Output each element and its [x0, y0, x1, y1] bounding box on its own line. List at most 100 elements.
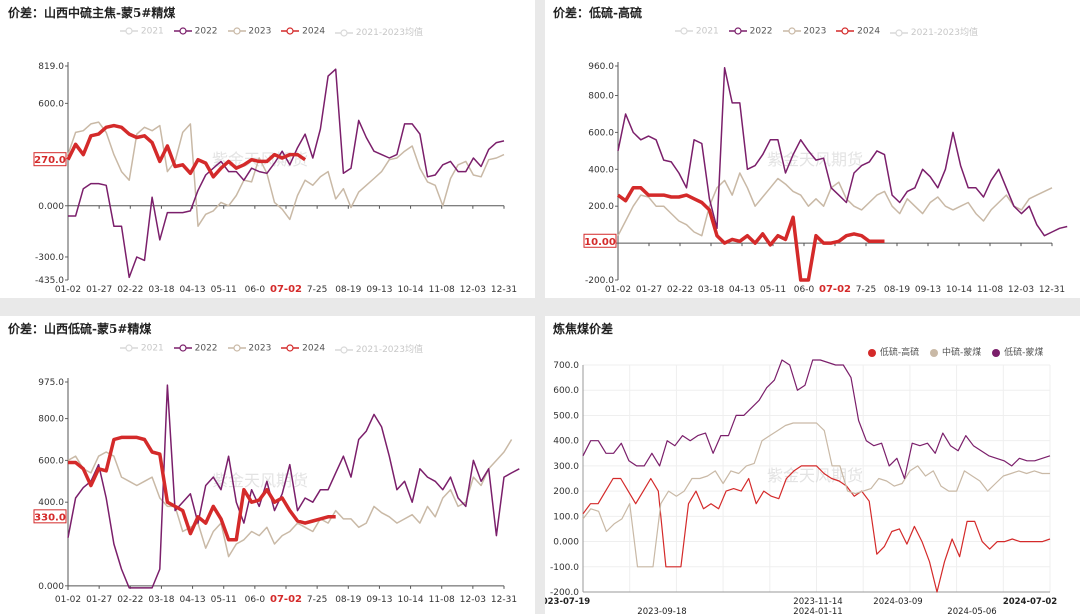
legend-dot [992, 348, 1001, 357]
legend-label: 2024 [854, 26, 881, 37]
legend-dot [895, 28, 903, 37]
x-tick-label: 02-22 [117, 595, 143, 605]
legend-item[interactable]: 2022 [728, 26, 773, 37]
x-tick-label: 01-02 [55, 595, 81, 605]
legend-item[interactable]: 2022 [173, 26, 218, 37]
x-tick-label: 01-27 [86, 285, 112, 295]
chart-legend[interactable]: 低硫-高硫 中硫-蒙煤 低硫-蒙煤 [867, 345, 1053, 358]
legend-dot [179, 344, 187, 352]
chart-legend[interactable]: 2021 2022 2023 2024 2021-2023均值 [120, 342, 433, 355]
series-line [67, 121, 505, 227]
x-tick-label: 05-11 [211, 595, 237, 605]
series-line [616, 186, 885, 282]
chart-panel-2: 价差：低硫-高硫 2021 2022 2023 2024 2021-2023均值… [545, 0, 1080, 298]
chart-legend[interactable]: 2021 2022 2023 2024 2021-2023均值 [120, 25, 433, 38]
legend-dot [286, 344, 294, 352]
series-line [67, 384, 520, 589]
x-tick-label: 10-14 [946, 285, 972, 295]
chart-plot: 960.0800.0600.0400.0200.00.000-200.001-0… [583, 62, 1068, 295]
x-tick-label: 02-22 [667, 285, 693, 295]
legend-item[interactable]: 低硫-蒙煤 [991, 345, 1043, 358]
y-tick-label: 975.0 [38, 378, 64, 388]
legend-label: 2022 [746, 26, 773, 37]
x-tick-label: 2023-11-14 [793, 597, 842, 607]
legend-marker-icon [281, 27, 300, 35]
x-tick-label: 03-18 [148, 285, 174, 295]
legend-marker-icon [992, 348, 1001, 357]
x-tick-label: 09-13 [366, 285, 392, 295]
x-tick-label: 2023-09-18 [637, 607, 686, 614]
series-line [582, 359, 1051, 480]
y-tick-label: 300.0 [553, 462, 579, 472]
series-line [617, 67, 1068, 237]
legend-label: 2021-2023均值 [908, 28, 978, 38]
legend-item[interactable]: 2024 [281, 26, 325, 37]
last-value-label: 10.00 [584, 237, 616, 248]
legend-marker-icon [173, 344, 192, 352]
x-tick-label: 09-13 [915, 285, 941, 295]
x-tick-label: 04-13 [729, 285, 755, 295]
x-tick-label: 12-03 [460, 285, 486, 295]
legend-item[interactable]: 2021-2023均值 [890, 25, 978, 38]
x-tick-label: 12-31 [1039, 285, 1065, 295]
chart-title: 价差：山西低硫-蒙5#精煤 [8, 322, 152, 336]
last-value-label: 270.0 [34, 155, 66, 166]
y-tick-label: 600.0 [38, 456, 64, 466]
y-tick-label: -435.0 [35, 276, 64, 286]
legend-item[interactable]: 2024 [836, 26, 880, 37]
legend-marker-icon [675, 27, 693, 35]
y-tick-label: -200.0 [585, 276, 614, 286]
legend-marker-icon [335, 28, 354, 37]
y-tick-label: 200.0 [553, 487, 579, 497]
series-line [67, 439, 513, 558]
x-tick-label: 12-03 [1008, 285, 1034, 295]
legend-marker-icon [868, 348, 876, 357]
x-tick-label: 7-25 [307, 285, 327, 295]
legend-item[interactable]: 2023 [227, 26, 271, 37]
legend-item[interactable]: 低硫-高硫 [867, 345, 919, 358]
legend-item[interactable]: 2021-2023均值 [335, 342, 423, 355]
x-tick-label: 05-11 [211, 285, 237, 295]
x-tick-label: 06-0 [794, 285, 815, 295]
x-tick-label: 7-25 [307, 595, 327, 605]
legend-marker-icon [120, 27, 138, 35]
last-value-tag: 10.00 [583, 233, 617, 248]
legend-item[interactable]: 2024 [281, 343, 325, 354]
legend-item[interactable]: 2022 [173, 343, 218, 354]
x-tick-label: 10-14 [397, 285, 423, 295]
chart-legend[interactable]: 2021 2022 2023 2024 2021-2023均值 [675, 25, 988, 38]
legend-item[interactable]: 2023 [782, 26, 826, 37]
legend-marker-icon [227, 344, 246, 352]
chart-panel-1: 价差：山西中硫主焦-蒙5#精煤 2021 2022 2023 2024 2021… [0, 0, 535, 298]
x-tick-label: 06-0 [245, 285, 266, 295]
legend-label: 2021-2023均值 [353, 28, 423, 38]
x-tick-label: 03-18 [698, 285, 724, 295]
legend-dot [125, 27, 133, 35]
series-line [582, 422, 1050, 568]
x-tick-label: 01-27 [86, 595, 112, 605]
legend-item[interactable]: 2021 [120, 343, 164, 354]
legend-item[interactable]: 2023 [227, 343, 271, 354]
x-tick-label: 08-19 [335, 285, 361, 295]
y-tick-label: 0.000 [38, 582, 64, 592]
legend-item[interactable]: 2021-2023均值 [335, 25, 423, 38]
legend-item[interactable]: 2021 [120, 26, 164, 37]
legend-label: 低硫-高硫 [877, 348, 920, 358]
legend-marker-icon [930, 348, 939, 357]
x-tick-label: 07-02 [819, 284, 851, 295]
legend-marker-icon [836, 27, 855, 35]
chart-plot: 700.0 600.0 500.0 400.0 300.0 200.0 100.0 0.000… [545, 359, 1057, 614]
legend-item[interactable]: 2021 [675, 26, 719, 37]
last-value-box [33, 509, 67, 524]
legend-label: 低硫-蒙煤 [1001, 348, 1044, 358]
y-tick-label: -200.0 [550, 588, 579, 598]
legend-item[interactable]: 中硫-蒙煤 [929, 345, 981, 358]
chart-plot: 975.0 800.0 600.0 400.0 0.000 01-02 01-27 02-22… [33, 378, 520, 605]
chart-title: 价差：低硫-高硫 [553, 6, 642, 20]
legend-label: 2021 [138, 343, 164, 354]
y-tick-label: 500.0 [553, 411, 579, 421]
y-tick-label: 600.0 [553, 386, 579, 396]
x-tick-label: 10-14 [397, 595, 423, 605]
y-tick-label: 0.000 [553, 538, 579, 548]
legend-marker-icon [120, 344, 138, 352]
